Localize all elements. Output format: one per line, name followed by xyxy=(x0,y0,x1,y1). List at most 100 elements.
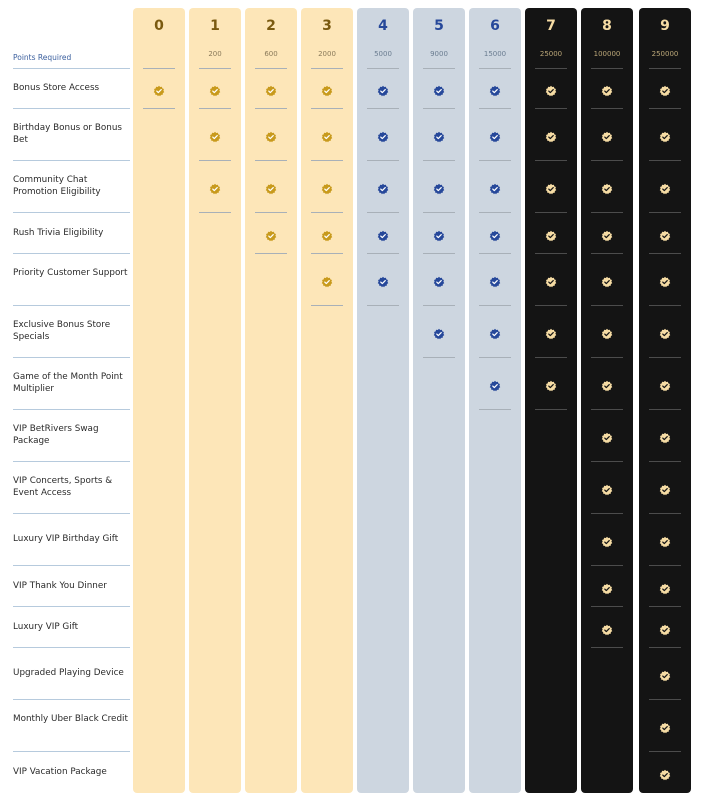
cell-divider xyxy=(423,305,455,306)
benefit-label: Monthly Uber Black Credit xyxy=(13,714,128,724)
tier-level: 6 xyxy=(490,18,500,34)
check-badge-icon xyxy=(601,227,613,242)
tier-level: 8 xyxy=(602,18,612,34)
cell-divider xyxy=(649,108,681,109)
row-divider xyxy=(13,305,130,306)
check-badge-icon xyxy=(659,82,671,97)
cell-divider xyxy=(591,409,623,410)
cell-divider xyxy=(649,513,681,514)
check-badge-icon xyxy=(659,667,671,682)
tier-column-1: 1 200 xyxy=(189,8,241,793)
benefit-label: VIP Thank You Dinner xyxy=(13,581,107,591)
check-badge-icon xyxy=(545,227,557,242)
tier-level: 9 xyxy=(660,18,670,34)
row-divider xyxy=(13,409,130,410)
tier-column-8: 8 100000 xyxy=(581,8,633,793)
check-badge-icon xyxy=(209,180,221,195)
cell-divider xyxy=(311,160,343,161)
tier-level: 0 xyxy=(154,18,164,34)
check-badge-icon xyxy=(659,621,671,636)
cell-divider xyxy=(423,160,455,161)
row-divider xyxy=(13,461,130,462)
row-divider xyxy=(13,212,130,213)
benefit-label: Luxury VIP Birthday Gift xyxy=(13,534,119,544)
cell-divider xyxy=(255,160,287,161)
cell-divider xyxy=(535,305,567,306)
header-divider xyxy=(649,68,681,69)
cell-divider xyxy=(479,212,511,213)
cell-divider xyxy=(255,253,287,254)
cell-divider xyxy=(199,160,231,161)
row-divider xyxy=(13,160,130,161)
cell-divider xyxy=(649,606,681,607)
row-divider xyxy=(13,513,130,514)
check-badge-icon xyxy=(601,580,613,595)
check-badge-icon xyxy=(545,82,557,97)
check-badge-icon xyxy=(489,128,501,143)
check-badge-icon xyxy=(433,227,445,242)
check-badge-icon xyxy=(321,82,333,97)
tier-points: 2000 xyxy=(318,50,336,58)
cell-divider xyxy=(199,212,231,213)
cell-divider xyxy=(479,357,511,358)
check-badge-icon xyxy=(659,719,671,734)
check-badge-icon xyxy=(601,481,613,496)
tier-column-6: 6 15000 xyxy=(469,8,521,793)
tier-points: 600 xyxy=(264,50,278,58)
tier-level: 4 xyxy=(378,18,388,34)
check-badge-icon xyxy=(545,180,557,195)
benefit-label: VIP BetRivers Swag Package xyxy=(13,424,99,446)
tier-level: 3 xyxy=(322,18,332,34)
check-badge-icon xyxy=(489,377,501,392)
check-badge-icon xyxy=(545,325,557,340)
benefit-label: Game of the Month Point Multiplier xyxy=(13,372,123,394)
cell-divider xyxy=(311,253,343,254)
tier-points: 9000 xyxy=(430,50,448,58)
check-badge-icon xyxy=(659,227,671,242)
check-badge-icon xyxy=(545,377,557,392)
check-badge-icon xyxy=(489,273,501,288)
cell-divider xyxy=(591,305,623,306)
header-divider xyxy=(199,68,231,69)
cell-divider xyxy=(649,647,681,648)
cell-divider xyxy=(423,357,455,358)
check-badge-icon xyxy=(601,325,613,340)
cell-divider xyxy=(649,357,681,358)
benefit-label: Luxury VIP Gift xyxy=(13,622,79,632)
check-badge-icon xyxy=(659,377,671,392)
cell-divider xyxy=(423,253,455,254)
cell-divider xyxy=(479,305,511,306)
check-badge-icon xyxy=(209,82,221,97)
tier-column-4: 4 5000 xyxy=(357,8,409,793)
check-badge-icon xyxy=(659,128,671,143)
check-badge-icon xyxy=(265,227,277,242)
check-badge-icon xyxy=(601,180,613,195)
row-divider xyxy=(13,699,130,700)
header-divider xyxy=(367,68,399,69)
cell-divider xyxy=(367,160,399,161)
check-badge-icon xyxy=(659,273,671,288)
cell-divider xyxy=(535,108,567,109)
cell-divider xyxy=(199,108,231,109)
cell-divider xyxy=(255,212,287,213)
check-badge-icon xyxy=(659,429,671,444)
tier-points: 25000 xyxy=(539,50,563,58)
cell-divider xyxy=(591,461,623,462)
check-badge-icon xyxy=(601,429,613,444)
header-divider xyxy=(423,68,455,69)
check-badge-icon xyxy=(265,82,277,97)
check-badge-icon xyxy=(321,273,333,288)
cell-divider xyxy=(591,212,623,213)
row-divider xyxy=(13,108,130,109)
check-badge-icon xyxy=(659,580,671,595)
cell-divider xyxy=(367,305,399,306)
tier-points: 100000 xyxy=(593,50,621,58)
cell-divider xyxy=(535,253,567,254)
benefit-label: Community Chat Promotion Eligibility xyxy=(13,175,101,197)
check-badge-icon xyxy=(209,128,221,143)
check-badge-icon xyxy=(601,621,613,636)
cell-divider xyxy=(649,212,681,213)
tier-points: 250000 xyxy=(651,50,679,58)
cell-divider xyxy=(535,409,567,410)
check-badge-icon xyxy=(601,82,613,97)
